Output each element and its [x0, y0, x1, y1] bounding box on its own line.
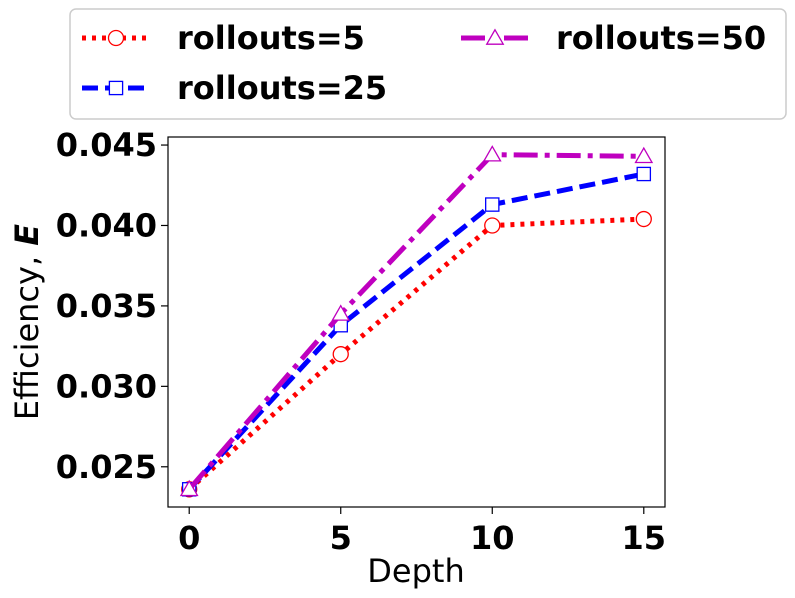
legend-label: rollouts=50	[556, 19, 766, 57]
data-point	[636, 166, 652, 182]
legend-label: rollouts=5	[177, 19, 365, 57]
data-point	[634, 146, 654, 164]
legend-marker	[485, 28, 505, 45]
x-tick-label: 15	[622, 519, 667, 557]
data-point	[332, 346, 349, 363]
legend-marker	[108, 80, 124, 96]
series-line	[187, 171, 645, 492]
plot-area	[167, 136, 666, 508]
y-tick-label: 0.025	[56, 448, 157, 486]
series-line	[187, 216, 644, 492]
y-axis-label-symbol: E	[8, 224, 46, 246]
data-point	[331, 304, 351, 321]
y-tick-label: 0.030	[56, 367, 157, 405]
x-axis-label: Depth	[367, 552, 464, 590]
x-tick-label: 5	[330, 519, 352, 557]
legend-item: rollouts=5	[82, 19, 365, 57]
y-tick-label: 0.035	[56, 287, 157, 325]
legend: rollouts=5 rollouts=25 rollouts=50	[69, 8, 787, 120]
axes-ticks: 0 5 10 15 0.025 0.030 0.035 0.040 0.045	[56, 126, 666, 557]
legend-marker	[107, 29, 125, 47]
data-point	[484, 217, 501, 234]
data-point	[635, 210, 652, 228]
x-tick-label: 10	[470, 519, 515, 557]
y-axis-label-prefix: Efficiency,	[8, 246, 46, 420]
x-tick-label: 0	[178, 519, 200, 557]
legend-label: rollouts=25	[177, 69, 387, 107]
y-axis-label: Efficiency, E	[8, 224, 46, 420]
legend-frame	[69, 8, 787, 120]
data-point	[482, 145, 502, 162]
data-point	[485, 197, 500, 212]
y-tick-label: 0.045	[56, 126, 157, 164]
y-tick-label: 0.040	[56, 206, 157, 244]
legend-item: rollouts=50	[461, 19, 766, 57]
legend-item: rollouts=25	[82, 69, 387, 107]
data-point	[179, 479, 199, 497]
series-line	[187, 152, 644, 491]
series-3	[179, 145, 654, 497]
series-layer	[179, 145, 654, 498]
